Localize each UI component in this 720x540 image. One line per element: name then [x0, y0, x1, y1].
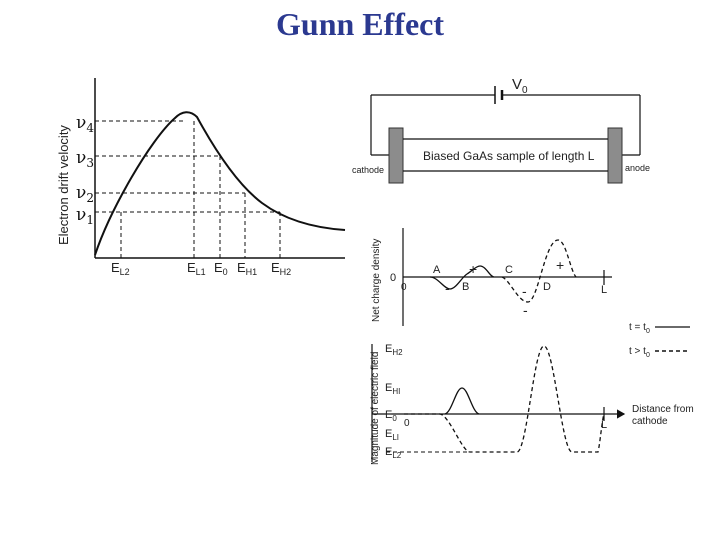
e0-label: E0 [214, 260, 228, 277]
plus-sign-2: + [556, 257, 564, 273]
cathode-label: cathode [352, 165, 384, 175]
el1-label: EL1 [187, 260, 206, 277]
v2-label: ν2 [76, 183, 94, 205]
field-eh2-label: EH2 [385, 343, 403, 357]
cathode-contact [388, 127, 404, 184]
field-domain-solid [444, 387, 480, 415]
time-legend: t = t0 t > t0 [629, 322, 690, 359]
field-e0-label: E0 [385, 409, 397, 423]
velocity-axis-label: Electron drift velocity [56, 125, 71, 245]
field-el2-label: EL2 [385, 446, 402, 460]
v1-label: ν1 [76, 205, 94, 227]
el2-label: EL2 [111, 260, 130, 277]
minus-sign-2: - [522, 283, 527, 299]
charge-end-label: L [601, 284, 607, 296]
electric-field-plot: Magnitude of electric field EH2 EHI E0 E… [370, 343, 694, 465]
legend-dashed-label: t > t0 [629, 346, 650, 359]
field-el1-label: ELI [385, 428, 399, 442]
charge-density-plot: Net charge density 0 0 A B C D L + + - -… [371, 228, 612, 326]
field-domain-dashed [404, 345, 605, 453]
sample-label: Biased GaAs sample of length L [423, 149, 595, 163]
field-origin-label: 0 [404, 418, 410, 429]
point-d-label: D [543, 281, 551, 293]
distance-label-line1: Distance from [632, 404, 694, 415]
legend-solid-label: t = t0 [629, 322, 650, 335]
point-b-label: B [462, 281, 469, 293]
charge-axis-label: Net charge density [371, 239, 382, 322]
plus-sign-1: + [469, 261, 477, 277]
v3-label: ν3 [76, 148, 94, 170]
charge-dipole-solid [429, 265, 495, 290]
point-c-label: C [505, 264, 513, 276]
distance-label-line2: cathode [632, 416, 668, 427]
field-end-label: L [601, 419, 607, 431]
field-axis-label: Magnitude of electric field [370, 352, 381, 465]
minus-sign-1: - [445, 280, 450, 296]
eh2-label: EH2 [271, 260, 291, 277]
eh1-label: EH1 [237, 260, 257, 277]
velocity-field-plot: Electron drift velocity ν4 ν3 ν2 ν1 EL2 … [56, 78, 346, 277]
minus-sign-3: - [523, 302, 528, 318]
anode-contact [607, 127, 623, 184]
point-a-label: A [433, 264, 441, 276]
source-voltage-label: V0 [512, 76, 528, 96]
anode-label: anode [625, 163, 650, 173]
velocity-curve [94, 111, 346, 256]
charge-dipole-dashed [501, 239, 577, 303]
charge-origin-label: 0 [401, 282, 407, 293]
v4-label: ν4 [76, 113, 94, 135]
slide-title: Gunn Effect [276, 6, 444, 42]
charge-zero-label: 0 [390, 272, 396, 284]
field-eh1-label: EHI [385, 382, 400, 396]
gunn-circuit: V0 Biased GaAs sample of length L cathod… [352, 76, 650, 184]
